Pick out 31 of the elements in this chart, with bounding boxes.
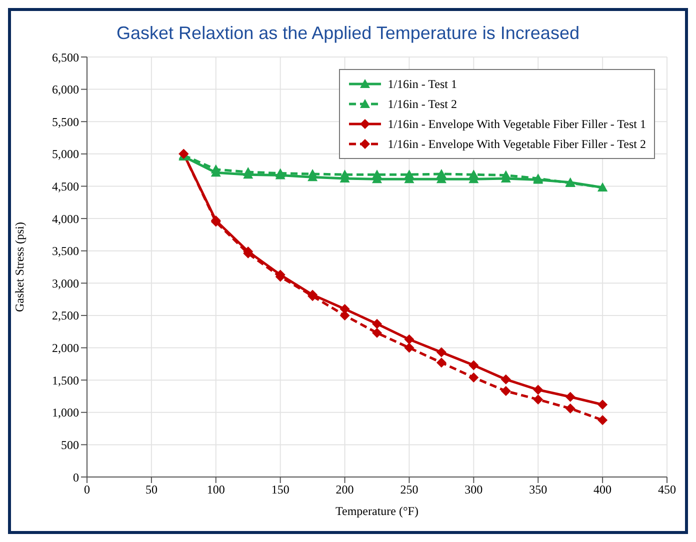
x-tick-label: 400 [594,482,612,497]
x-tick-label: 150 [271,482,290,497]
y-tick-label: 2,500 [52,308,79,323]
y-tick-label: 6,000 [52,82,79,97]
x-tick-label: 100 [206,482,225,497]
y-tick-label: 5,000 [52,147,79,162]
legend-label: 1/16in - Test 1 [386,76,458,92]
x-tick-label: 0 [84,482,90,497]
x-tick-label: 450 [658,482,676,497]
x-tick-label: 200 [336,482,354,497]
chart-title: Gasket Relaxtion as the Applied Temperature is Increased [116,23,580,45]
x-tick-label: 250 [400,482,418,497]
x-tick-label: 50 [145,482,158,497]
legend-label: 1/16in - Test 2 [386,96,458,112]
legend-label: 1/16in - Envelope With Vegetable Fiber Filler - Test 1 [386,116,646,133]
y-tick-label: 6,500 [52,50,79,64]
x-tick-label: 300 [464,482,483,497]
y-tick-label: 2,000 [52,341,79,356]
y-tick-label: 4,500 [52,179,79,194]
x-tick-label: 350 [529,482,548,497]
y-tick-label: 1,000 [52,406,79,420]
y-tick-label: 3,000 [52,276,79,290]
x-axis-title: Temperature (°F) [336,504,418,518]
y-tick-label: 500 [61,438,79,452]
y-axis-title: Gasket Stress (psi) [12,222,26,312]
y-tick-label: 3,500 [52,244,79,258]
y-tick-label: 5,500 [52,114,79,129]
legend-label: 1/16in - Envelope With Vegetable Fiber Filler - Test 2 [386,136,646,153]
y-tick-label: 4,000 [52,212,79,226]
y-tick-label: 0 [73,470,79,484]
y-tick-label: 1,500 [52,373,79,388]
